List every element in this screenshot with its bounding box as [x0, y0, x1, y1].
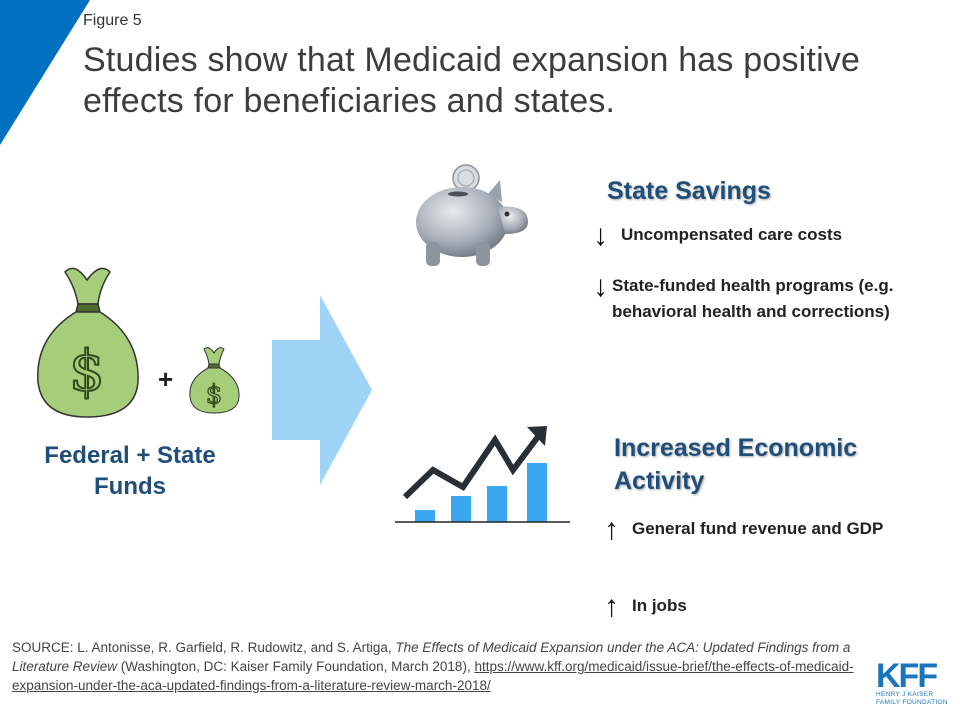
econ-item-jobs: ↑ In jobs — [604, 590, 687, 623]
page-title: Studies show that Medicaid expansion has… — [83, 41, 861, 120]
economic-activity-heading: Increased Economic Activity — [614, 434, 858, 495]
money-bag-icon: $ — [37, 267, 139, 418]
down-arrow-icon: ↓ — [593, 219, 608, 252]
econ-item-revenue-gdp: ↑ General fund revenue and GDP — [604, 513, 904, 546]
savings-item-uncompensated-care: ↓ Uncompensated care costs — [593, 219, 843, 252]
down-arrow-icon: ↓ — [593, 270, 608, 303]
figure-label: Figure 5 — [83, 12, 142, 29]
savings-item-state-programs: ↓ State-funded health programs (e.g. beh… — [593, 270, 943, 325]
logo-line-1: HENRY J KAISER — [876, 691, 934, 698]
logo-line-2: FAMILY FOUNDATION — [876, 699, 948, 706]
svg-text:$: $ — [206, 380, 223, 410]
small-money-bag-icon: $ — [189, 347, 240, 414]
source-title: The Effects of Medicaid Expansion under … — [12, 640, 851, 674]
funds-label: Federal + State Funds — [44, 442, 216, 500]
econ-item-text: General fund revenue and GDP — [632, 519, 884, 538]
source-prefix: SOURCE: L. Antonisse, R. Garfield, R. Ru… — [12, 640, 396, 655]
plus-sign: + — [158, 364, 174, 394]
svg-text:$: $ — [69, 339, 105, 404]
logo-wordmark: KFF — [876, 657, 938, 695]
state-savings-heading: State Savings — [607, 177, 771, 205]
source-link[interactable]: https://www.kff.org/medicaid/issue-brief… — [12, 659, 854, 693]
savings-item-text: State-funded health programs (e.g. behav… — [612, 276, 894, 321]
up-arrow-icon: ↑ — [604, 590, 619, 623]
up-arrow-icon: ↑ — [604, 513, 619, 546]
piggy-bank-icon — [416, 164, 528, 266]
corner-accent-shape — [0, 0, 90, 145]
right-arrow-icon — [272, 295, 372, 485]
savings-item-text: Uncompensated care costs — [621, 225, 843, 244]
source-citation: SOURCE: L. Antonisse, R. Garfield, R. Ru… — [12, 638, 862, 695]
source-suffix: (Washington, DC: Kaiser Family Foundatio… — [117, 659, 475, 674]
kff-logo: KFF HENRY J KAISER FAMILY FOUNDATION — [876, 657, 948, 707]
econ-item-text: In jobs — [632, 596, 687, 615]
growth-chart-illustration — [395, 426, 570, 523]
